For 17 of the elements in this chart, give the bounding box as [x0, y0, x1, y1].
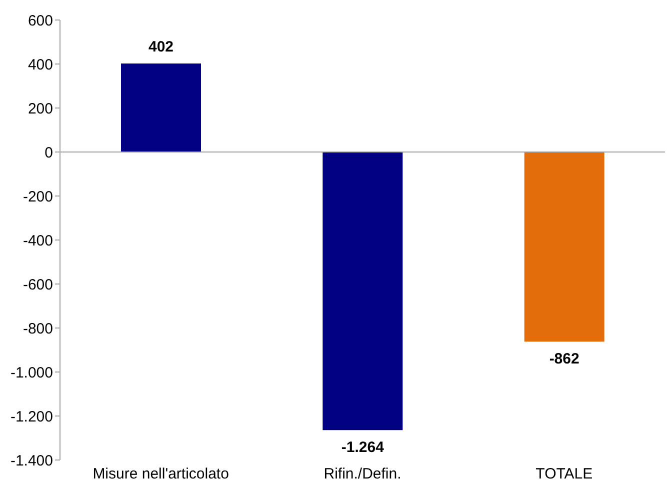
y-tick-label: -600 [22, 276, 53, 294]
y-tick-label: -1.400 [10, 452, 53, 470]
y-tick-label: -400 [22, 232, 53, 250]
y-tick-label: -200 [22, 188, 53, 206]
y-tick-label: 400 [28, 56, 53, 74]
y-tick-label: 600 [28, 12, 53, 30]
data-label: 402 [148, 38, 174, 56]
y-tick-label: 0 [44, 144, 53, 162]
y-tick-label: 200 [28, 100, 53, 118]
x-tick-label: Misure nell'articolato [92, 466, 229, 483]
y-tick-label: -1.000 [10, 364, 53, 382]
x-tick-label: Rifin./Defin. [324, 466, 402, 483]
y-tick-label: -1.200 [10, 408, 53, 426]
data-label: -1.264 [341, 439, 385, 456]
data-label: -862 [549, 350, 580, 368]
y-tick-label: -800 [22, 320, 53, 338]
x-tick-label: TOTALE [536, 466, 593, 483]
